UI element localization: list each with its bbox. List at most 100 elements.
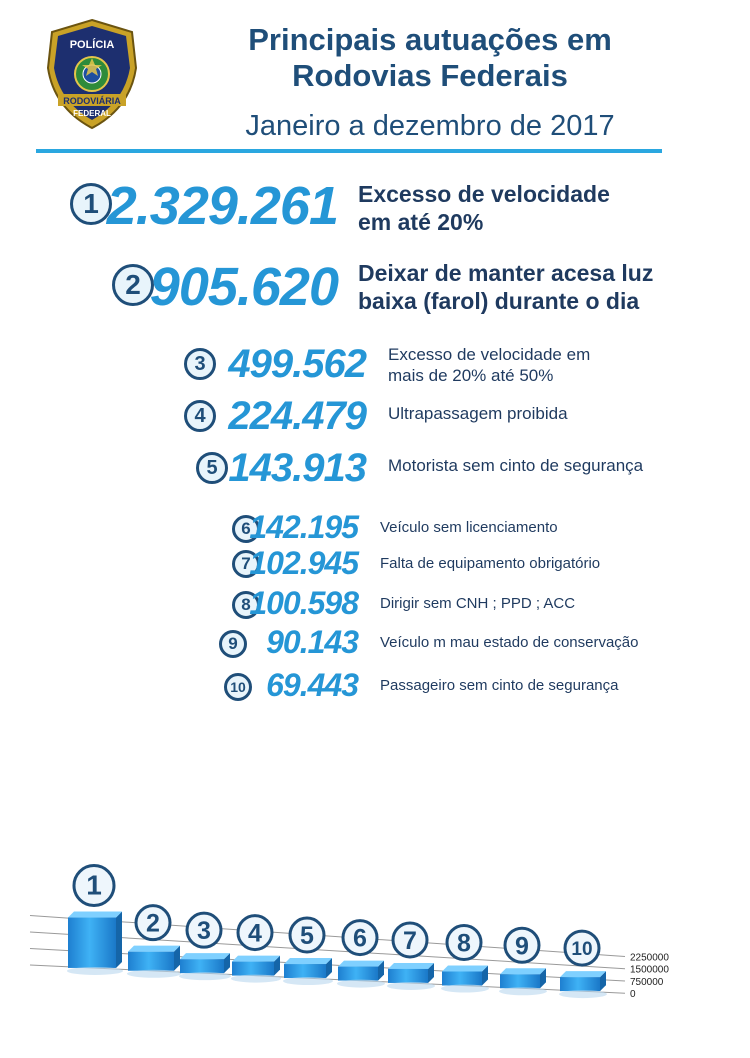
bar-shadow — [67, 966, 123, 975]
bar-side — [540, 968, 546, 989]
item-label: Ultrapassagem proibida — [388, 404, 568, 423]
bar-front — [338, 966, 378, 981]
bar-7 — [387, 962, 435, 990]
bar-number-circle — [563, 929, 601, 967]
bar-5 — [283, 958, 333, 986]
item-value: 143.913 — [228, 446, 367, 490]
bar-side — [174, 945, 180, 971]
bar-number-label: 3 — [185, 911, 223, 949]
bar-side — [274, 955, 280, 976]
bar-10 — [559, 971, 607, 999]
bar-side — [224, 953, 230, 974]
bar-shadow — [283, 977, 333, 986]
bar-number-circle — [185, 911, 223, 949]
y-tick-label: 0 — [630, 989, 636, 1000]
bar-front — [284, 964, 326, 979]
bar-side — [482, 965, 488, 986]
badge-text-bot: FEDERAL — [73, 109, 111, 118]
bar-shadow — [559, 990, 607, 999]
y-tick-label: 1500000 — [630, 965, 669, 976]
item-value: 102.945 — [249, 545, 359, 581]
item-label: Falta de equipamento obrigatório — [380, 555, 601, 572]
bar-number-text: 2 — [146, 910, 160, 938]
bar-3 — [179, 953, 231, 981]
bar-9 — [499, 968, 547, 996]
bar-number-label: 4 — [236, 914, 274, 952]
bar-number-label: 6 — [341, 919, 379, 957]
bar-number-circle — [341, 919, 379, 957]
item-label: Veículo m mau estado de conservação — [380, 634, 639, 651]
bar-shadow — [387, 981, 435, 990]
item-label: Excesso de velocidade em mais de 20% até … — [388, 345, 591, 385]
page-title: Principais autuações em Rodovias Federai… — [160, 22, 700, 94]
bar-number-label: 8 — [445, 924, 483, 962]
rank-badge: 9 — [219, 630, 247, 658]
bar-2 — [127, 945, 181, 978]
rank-badge: 1 — [70, 183, 112, 225]
bar-shadow — [499, 987, 547, 996]
bar-number-text: 5 — [300, 922, 314, 950]
rank-badge: 10 — [224, 673, 252, 701]
bar-front — [232, 961, 274, 976]
item-label: Excesso de velocidade em até 20% — [358, 181, 610, 235]
item-label: Motorista sem cinto de segurança — [388, 456, 644, 475]
bar-front — [180, 959, 224, 974]
rank-badge: 5 — [196, 452, 228, 484]
rank-badge: 3 — [184, 348, 216, 380]
page-subtitle: Janeiro a dezembro de 2017 — [245, 110, 615, 142]
title-line-1: Principais autuações em — [248, 22, 612, 57]
badge-text-mid: RODOVIÁRIA — [63, 96, 121, 106]
item-value: 224.479 — [228, 394, 367, 438]
item-label: Veículo sem licenciamento — [380, 519, 558, 536]
bar-front — [442, 971, 482, 986]
bar-1 — [67, 911, 123, 975]
bar-front — [500, 974, 540, 989]
bar-top — [180, 953, 230, 960]
item-value: 69.443 — [266, 667, 359, 703]
bar-top — [388, 962, 434, 969]
item-label: Deixar de manter acesa luz baixa (farol) … — [358, 260, 654, 314]
bar-top — [128, 945, 180, 952]
bar-shadow — [337, 979, 385, 988]
item-label: Dirigir sem CNH ; PPD ; ACC — [380, 595, 576, 612]
header-divider — [36, 149, 662, 153]
bar-side — [428, 962, 434, 983]
bar-front — [388, 968, 428, 983]
bar-number-label: 2 — [134, 904, 172, 942]
bar-number-circle — [288, 916, 326, 954]
bar-front — [128, 951, 174, 971]
bar-number-text: 9 — [515, 932, 529, 960]
bar-number-circle — [72, 864, 116, 908]
bar-number-circle — [503, 926, 541, 964]
item-value: 905.620 — [149, 257, 339, 317]
bar-side — [378, 960, 384, 981]
bar-side — [326, 958, 332, 979]
item-label: Passageiro sem cinto de segurança — [380, 677, 619, 694]
prf-badge-logo: POLÍCIA RODOVIÁRIA FEDERAL — [46, 18, 138, 130]
bar-top — [560, 971, 606, 978]
bar-number-label: 9 — [503, 926, 541, 964]
item-value: 2.329.261 — [106, 176, 339, 236]
rank-badge: 4 — [184, 400, 216, 432]
bar-number-text: 8 — [457, 930, 471, 958]
bar-shadow — [179, 972, 231, 981]
bar-top — [338, 960, 384, 967]
bar-front — [560, 977, 600, 992]
bar-top — [68, 911, 122, 918]
y-tick-label: 2250000 — [630, 952, 669, 963]
bar-number-circle — [134, 904, 172, 942]
bar-number-text: 10 — [571, 939, 592, 960]
bar-6 — [337, 960, 385, 988]
bar-shadow — [441, 984, 489, 993]
y-tick-label: 750000 — [630, 977, 664, 988]
bar-number-label: 5 — [288, 916, 326, 954]
bar-number-text: 7 — [403, 927, 417, 955]
bar-number-text: 3 — [197, 917, 211, 945]
bar-number-circle — [391, 921, 429, 959]
item-value: 142.195 — [249, 509, 359, 545]
bar-top — [500, 968, 546, 975]
bar-number-label: 1 — [72, 864, 116, 908]
badge-text-top: POLÍCIA — [70, 38, 115, 51]
title-line-2: Rodovias Federais — [292, 58, 568, 93]
bar-number-circle — [236, 914, 274, 952]
